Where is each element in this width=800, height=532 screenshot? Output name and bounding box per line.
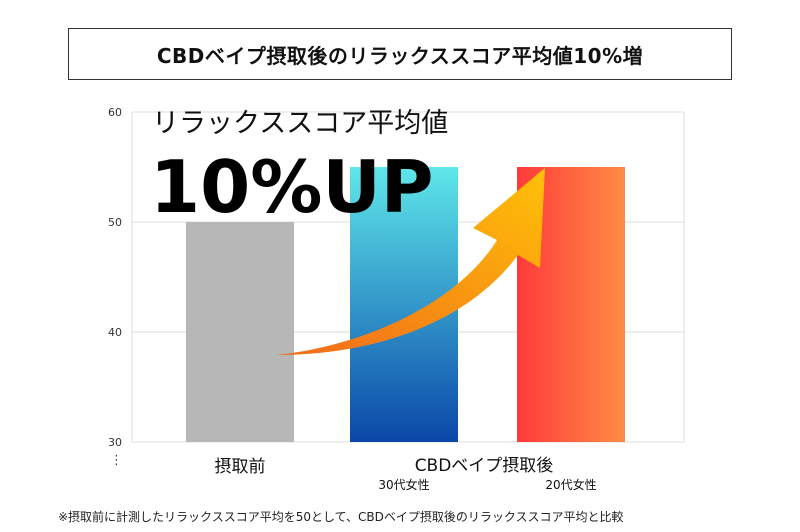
overlay-headline: 10%UP: [150, 145, 434, 229]
chart-title: CBDベイプ摂取後のリラックススコア平均値10%増: [68, 28, 732, 80]
ellipsis-mark: ⋮: [110, 453, 123, 468]
y-tick-label: 60: [108, 106, 122, 119]
y-tick-label: 50: [108, 216, 122, 229]
sub-category-label: 30代女性: [378, 477, 429, 492]
sub-category-label: 20代女性: [545, 477, 596, 492]
y-tick-label: 30: [108, 436, 122, 449]
overlay-subtitle: リラックススコア平均値: [152, 108, 448, 139]
group-label: 摂取前: [215, 457, 266, 477]
footnote: ※摂取前に計測したリラックススコア平均を50として、CBDベイプ摂取後のリラック…: [58, 510, 624, 524]
bar-1: [186, 222, 294, 442]
group-label: CBDベイプ摂取後: [415, 456, 554, 476]
trend-arrow: [276, 168, 545, 355]
y-tick-label: 40: [108, 326, 122, 339]
